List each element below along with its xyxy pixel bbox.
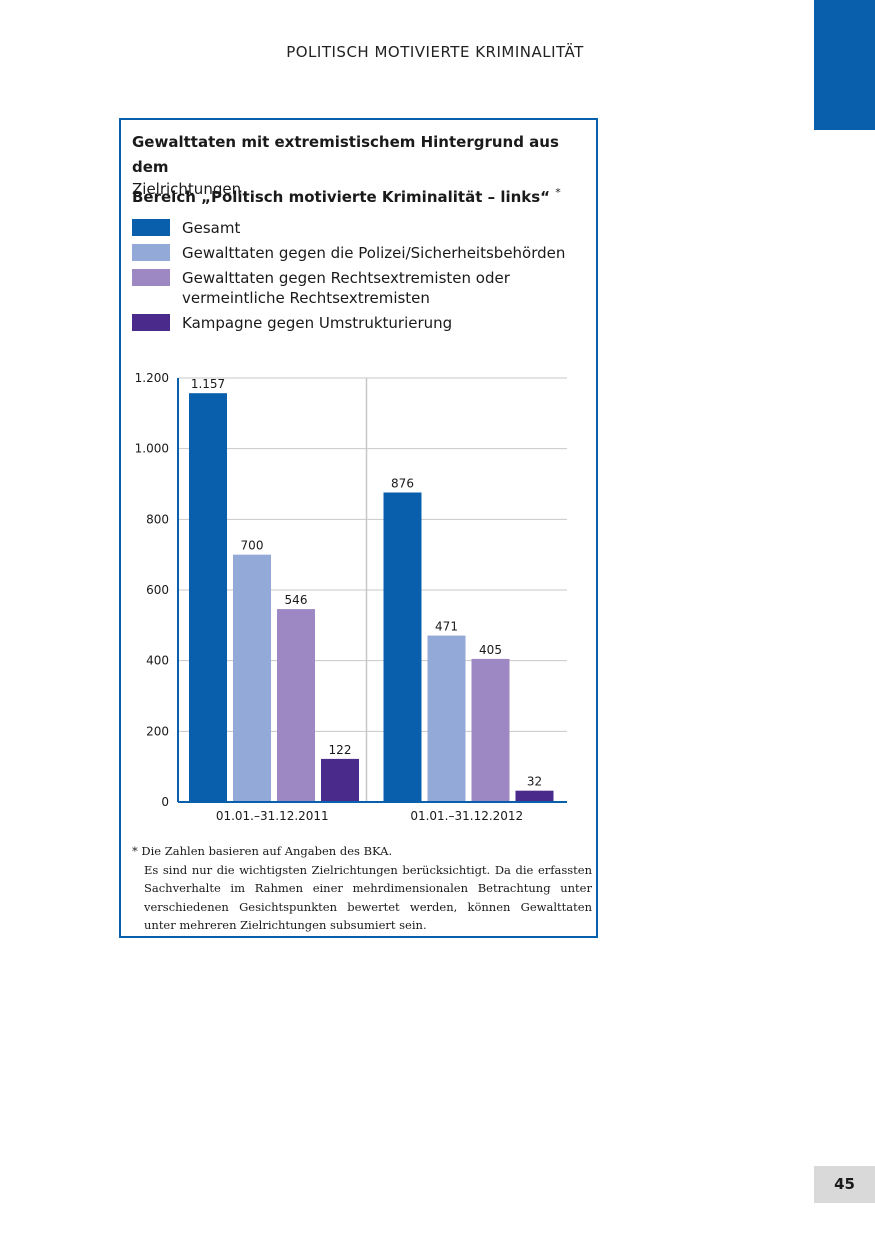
y-tick-label: 0 <box>161 795 169 809</box>
legend-item-umstrukturierung: Kampagne gegen Umstrukturierung <box>132 313 592 333</box>
bar <box>189 393 227 802</box>
footnote: * Die Zahlen basieren auf Angaben des BK… <box>132 842 592 935</box>
page-corner-tab <box>814 0 875 130</box>
x-tick-label: 01.01.–31.12.2011 <box>216 809 329 823</box>
bar-chart: 0 200 400 600 800 1.000 1.200 1.157 700 546 122 01.… <box>135 371 567 823</box>
bar <box>515 790 554 802</box>
legend-swatch-rechtsextremisten <box>132 269 170 286</box>
page-number: 45 <box>834 1175 855 1193</box>
legend-swatch-polizei <box>132 244 170 261</box>
bar <box>277 609 315 802</box>
data-label: 546 <box>285 593 308 607</box>
legend-label-rechtsextremisten-line2: vermeintliche Rechtsextremisten <box>182 289 430 307</box>
bar <box>321 758 359 802</box>
bar <box>233 554 271 802</box>
y-tick-label: 800 <box>146 512 169 526</box>
data-label: 122 <box>329 743 352 757</box>
bar <box>383 492 422 802</box>
data-label: 700 <box>241 539 264 553</box>
y-tick-label: 1.000 <box>135 442 169 456</box>
footnote-line1: * Die Zahlen basieren auf Angaben des BK… <box>132 842 592 861</box>
y-tick-label: 1.200 <box>135 371 169 385</box>
legend-swatch-umstrukturierung <box>132 314 170 331</box>
data-label: 1.157 <box>191 377 225 391</box>
y-tick-label: 400 <box>146 654 169 668</box>
data-label: 405 <box>479 643 502 657</box>
data-label: 32 <box>527 775 542 789</box>
x-tick-label: 01.01.–31.12.2012 <box>410 809 523 823</box>
legend-label-umstrukturierung: Kampagne gegen Umstrukturierung <box>182 314 453 332</box>
footnote-marker: * <box>132 844 138 858</box>
legend-label-gesamt: Gesamt <box>182 219 241 237</box>
legend-item-gesamt: Gesamt <box>132 218 592 238</box>
data-label: 876 <box>391 476 414 490</box>
page-number-box: 45 <box>814 1166 875 1203</box>
chart-title: Gewalttaten mit extremistischem Hintergr… <box>132 130 592 210</box>
running-title: POLITISCH MOTIVIERTE KRIMINALITÄT <box>286 43 584 61</box>
footnote-source: Die Zahlen basieren auf Angaben des BKA. <box>141 844 393 858</box>
legend-label-polizei: Gewalttaten gegen die Polizei/Sicherheit… <box>182 244 566 262</box>
chart-box: Gewalttaten mit extremistischem Hintergr… <box>119 118 598 938</box>
chart-legend: Gesamt Gewalttaten gegen die Polizei/Sic… <box>132 218 592 338</box>
y-tick-label: 600 <box>146 583 169 597</box>
legend-item-polizei: Gewalttaten gegen die Polizei/Sicherheit… <box>132 243 592 263</box>
legend-item-rechtsextremisten: Gewalttaten gegen Rechtsextremisten oder… <box>132 268 592 308</box>
y-tick-label: 200 <box>146 724 169 738</box>
bar <box>471 658 510 802</box>
chart-title-line2-text: Bereich „Politisch motivierte Kriminalit… <box>132 188 551 206</box>
bar <box>427 635 466 802</box>
legend-label-rechtsextremisten-line1: Gewalttaten gegen Rechtsextremisten oder <box>182 269 510 287</box>
footnote-body: Es sind nur die wichtigsten Zielrichtung… <box>144 862 592 933</box>
title-footnote-marker: * <box>555 186 561 199</box>
chart-subtitle: Zielrichtungen <box>132 180 242 198</box>
data-label: 471 <box>435 620 458 634</box>
chart-title-line2: Bereich „Politisch motivierte Kriminalit… <box>132 180 592 210</box>
chart-title-line1: Gewalttaten mit extremistischem Hintergr… <box>132 133 559 176</box>
legend-swatch-gesamt <box>132 219 170 236</box>
